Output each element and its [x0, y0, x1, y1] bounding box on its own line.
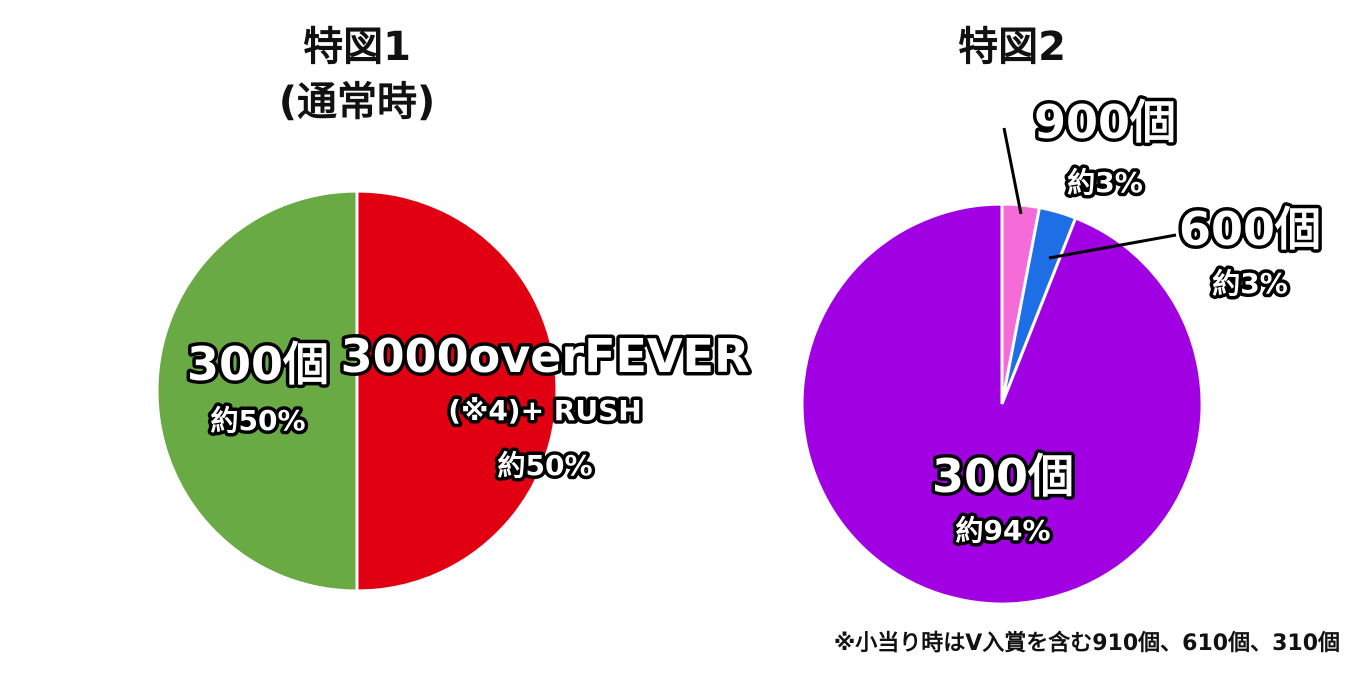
pie2-label-300: 300個 [932, 449, 1074, 503]
pie1-pct-300: 約50% [210, 404, 305, 437]
chart2-title: 特図2 [958, 24, 1066, 70]
chart1-pie [155, 189, 559, 593]
pie2-label-600: 600個 [1179, 202, 1321, 256]
chart1-title: 特図1 [303, 24, 411, 70]
pie2-slice-300 [800, 202, 1204, 606]
chart2-pie [800, 202, 1204, 606]
pie2-pct-600: 約3% [1212, 267, 1288, 300]
pie1-pct-fever: 約50% [497, 449, 592, 482]
chart1-subtitle: (通常時) [279, 79, 436, 125]
leader-line-600 [1048, 233, 1177, 260]
pie1-label-300: 300個 [187, 337, 329, 391]
pie1-slice-fever [355, 189, 559, 593]
leader-line-900 [1002, 127, 1023, 215]
pie1-label-fever-sub: (※4)+ RUSH [448, 394, 641, 427]
pie1-slice-300 [155, 189, 359, 593]
footnote: ※小当り時はV入賞を含む910個、610個、310個 [834, 630, 1340, 656]
pie2-pct-300: 約94% [955, 514, 1050, 547]
pie2-label-900: 900個 [1034, 95, 1176, 149]
pie1-label-fever: 3000overFEVER [341, 329, 750, 383]
pie2-pct-900: 約3% [1067, 166, 1143, 199]
